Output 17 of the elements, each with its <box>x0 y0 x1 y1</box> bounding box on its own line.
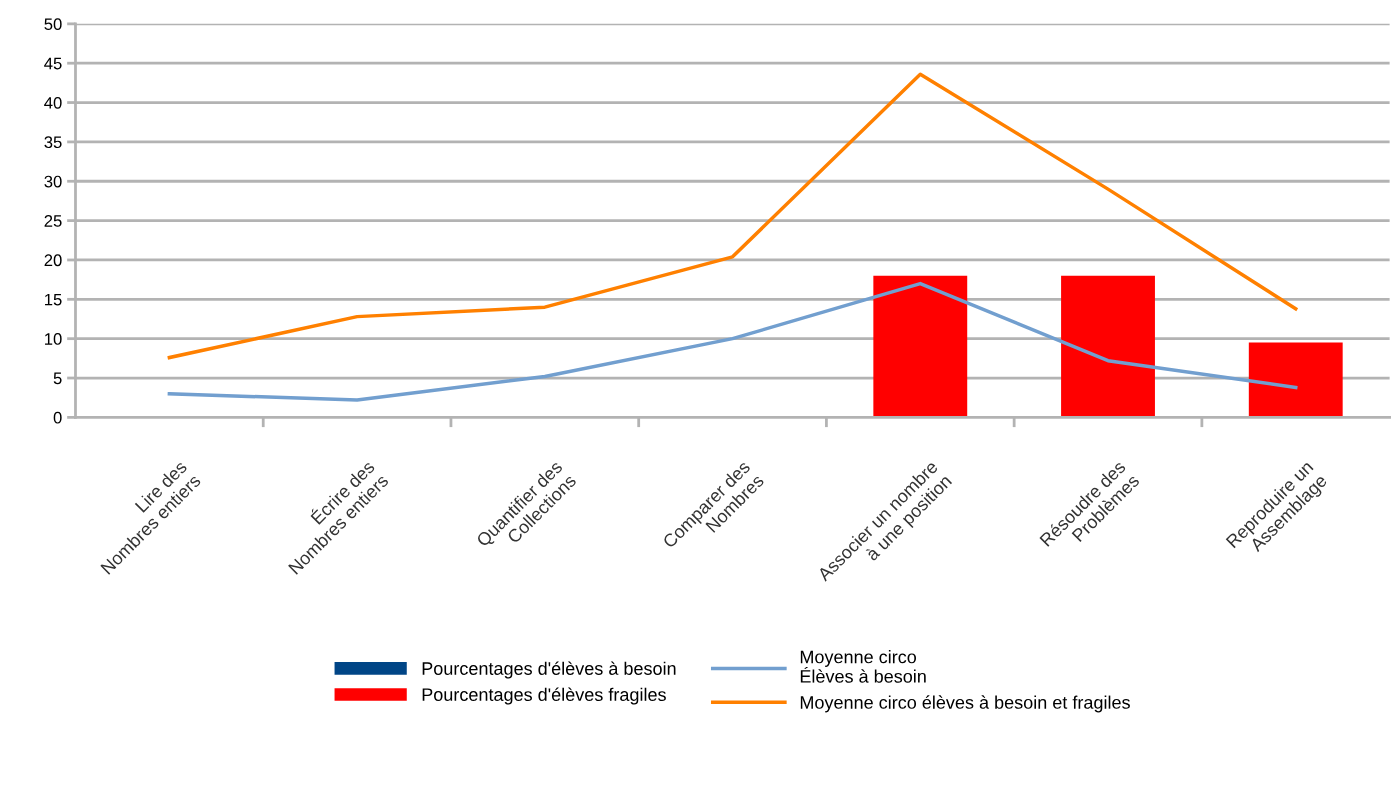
y-tick-label: 10 <box>45 333 62 345</box>
y-tick-label: 40 <box>44 96 62 109</box>
y-tick-label: 25 <box>44 215 62 227</box>
y-tick-label: 45 <box>44 57 62 70</box>
y-tick-label: 35 <box>44 136 62 149</box>
y-tick-label: 0 <box>53 411 62 424</box>
y-tick-label: 20 <box>44 254 62 267</box>
legend-label: Moyenne circo élèves à besoin et fragiles <box>800 695 1130 713</box>
line-series <box>167 72 1298 360</box>
y-tick-label: 5 <box>53 372 62 385</box>
y-tick-label: 15 <box>45 293 62 306</box>
y-tick-label: 50 <box>44 18 62 31</box>
legend-label: Pourcentages d'élèves à besoin <box>422 661 676 679</box>
legend-label: Moyenne circo Élèves à besoin <box>800 650 926 683</box>
line-series <box>167 281 1298 402</box>
legend-label: Pourcentages d'élèves fragiles <box>422 687 666 705</box>
y-tick-label: 30 <box>44 175 62 188</box>
